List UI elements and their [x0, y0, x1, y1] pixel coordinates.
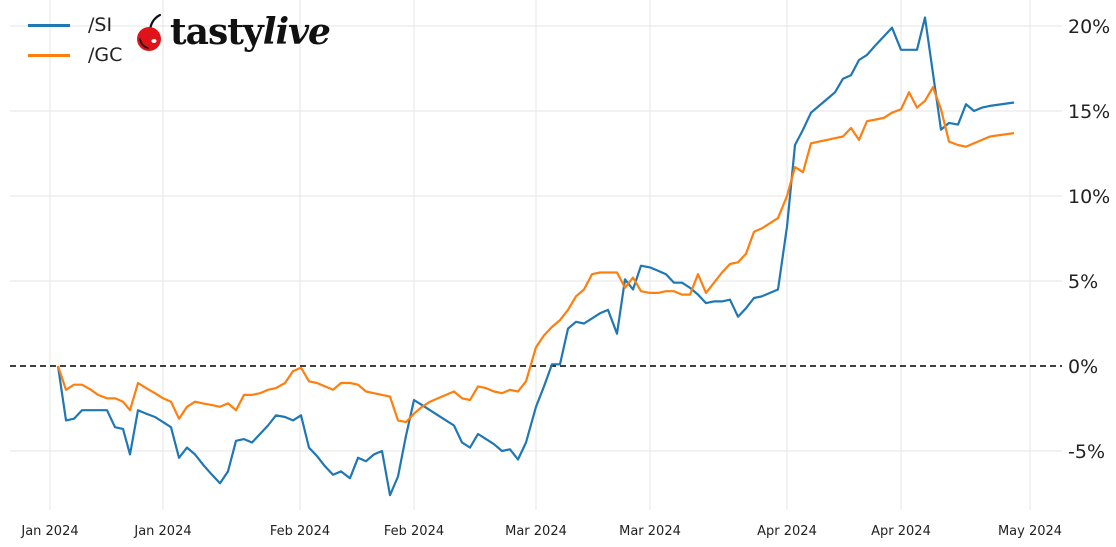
x-tick-label: Feb 2024: [384, 524, 444, 539]
x-tick-label: Jan 2024: [20, 524, 78, 539]
series-line-si: [56, 16, 1015, 497]
y-tick-label: 20%: [1068, 16, 1110, 38]
chart-legend: /SI /GC: [28, 10, 122, 70]
x-tick-label: Apr 2024: [757, 524, 817, 539]
x-tick-label: Feb 2024: [270, 524, 330, 539]
x-axis-labels: Jan 2024 Jan 2024 Feb 2024 Feb 2024 Mar 2024…: [20, 524, 1062, 539]
logo-wordmark: tastylive: [170, 11, 331, 53]
horizontal-gridlines: [10, 25, 1062, 452]
legend-swatch-gc: [28, 53, 70, 57]
x-tick-label: Apr 2024: [871, 524, 931, 539]
vertical-gridlines: [49, 0, 1031, 510]
legend-item-gc: /GC: [28, 40, 122, 70]
cherry-icon: [137, 13, 162, 51]
y-tick-label: 15%: [1068, 101, 1110, 123]
tastylive-logo: tastylive: [134, 11, 331, 53]
x-tick-label: Mar 2024: [619, 524, 681, 539]
logo-text-italic: live: [262, 11, 331, 53]
x-tick-label: May 2024: [998, 524, 1062, 539]
legend-swatch-si: [28, 23, 70, 27]
y-tick-label: 10%: [1068, 186, 1110, 208]
y-tick-label: 5%: [1068, 271, 1098, 293]
logo-text-regular: tasty: [170, 11, 264, 53]
y-axis-labels: -5% 0% 5% 10% 15% 20%: [1068, 16, 1110, 463]
legend-label-gc: /GC: [88, 44, 123, 66]
y-tick-label: -5%: [1068, 441, 1105, 463]
y-tick-label: 0%: [1068, 356, 1098, 378]
x-tick-label: Jan 2024: [133, 524, 191, 539]
legend-item-si: /SI: [28, 10, 122, 40]
legend-label-si: /SI: [88, 14, 113, 36]
data-series: [56, 16, 1015, 497]
x-tick-label: Mar 2024: [505, 524, 567, 539]
series-line-gc: [56, 86, 1015, 424]
